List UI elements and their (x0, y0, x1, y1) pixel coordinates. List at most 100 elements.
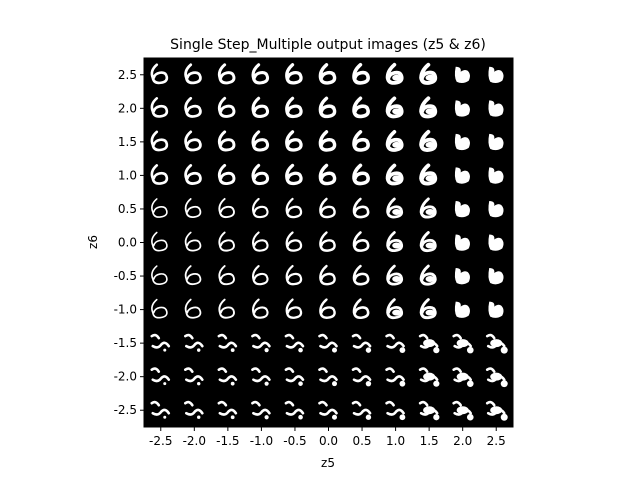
digit-image (352, 96, 370, 119)
digit-image (418, 367, 440, 387)
x-tick-label: 0.0 (319, 434, 338, 448)
digit-image (454, 301, 470, 318)
digit-image (285, 298, 303, 319)
digit-image (251, 367, 271, 386)
digit-image (284, 333, 305, 353)
digit-image (454, 268, 470, 285)
digit-image (419, 231, 437, 253)
digit-image (251, 63, 270, 85)
x-tick-label: 2.5 (487, 434, 506, 448)
digit-image (150, 333, 171, 352)
digit-image (318, 333, 338, 353)
digit-image (352, 130, 370, 152)
digit-image (184, 367, 204, 386)
image-grid (150, 62, 508, 421)
y-tick-label: -0.5 (114, 269, 137, 283)
digit-image (151, 198, 168, 218)
x-tick-label: -0.5 (283, 434, 306, 448)
digit-image (151, 265, 168, 285)
digit-image (284, 367, 305, 386)
digit-image (150, 63, 169, 85)
digit-image (488, 301, 504, 318)
digit-image (285, 63, 303, 85)
digit-image (454, 200, 470, 218)
digit-image (217, 367, 238, 386)
x-axis-label: z5 (321, 456, 335, 470)
digit-image (319, 264, 336, 286)
digit-image (184, 96, 202, 118)
digit-image (217, 400, 238, 420)
digit-image (386, 264, 404, 286)
y-tick-label: -2.5 (114, 403, 137, 417)
y-tick-label: 2.0 (118, 101, 137, 115)
digit-image (218, 231, 235, 252)
y-tick-label: 2.5 (118, 68, 137, 82)
digit-image (454, 133, 470, 151)
digit-image (285, 163, 303, 186)
plot-area (144, 58, 513, 427)
digit-image (318, 63, 337, 85)
digit-image (485, 400, 508, 421)
digit-image (488, 100, 504, 117)
digit-image (352, 231, 370, 252)
digit-image (217, 333, 238, 353)
digit-image (419, 129, 438, 152)
y-tick-label: 1.5 (118, 135, 137, 149)
digit-image (318, 163, 337, 186)
digit-image (418, 400, 440, 421)
digit-image (485, 367, 508, 388)
digit-image (419, 197, 437, 219)
digit-image (385, 96, 404, 119)
x-tick-label: -2.0 (183, 434, 206, 448)
y-axis-label: z6 (86, 235, 100, 249)
digit-image (150, 97, 169, 118)
digit-image (385, 400, 406, 421)
digit-image (385, 62, 404, 85)
digit-image (184, 400, 204, 419)
digit-image (386, 298, 404, 320)
digit-image (218, 197, 235, 219)
y-axis: 2.5 2.0 1.5 1.0 0.5 0.0 -0.5 -1.0 -1.5 -2.0 -2.5 (114, 68, 144, 417)
digit-image (251, 96, 270, 118)
digit-image (217, 130, 236, 152)
digit-image (351, 367, 372, 387)
y-tick-label: -1.0 (114, 303, 137, 317)
digit-image (318, 130, 337, 152)
digit-image (284, 400, 305, 420)
digit-image (150, 164, 169, 185)
digit-image (150, 130, 169, 152)
digit-image (385, 333, 406, 354)
x-axis: -2.5 -2.0 -1.5 -1.0 -0.5 0.0 0.5 1.0 1.5 2.0 2.5 (149, 427, 506, 448)
digit-image (251, 400, 271, 420)
digit-image (252, 298, 269, 319)
x-tick-label: 1.0 (386, 434, 405, 448)
digit-image (251, 163, 270, 186)
x-tick-label: -1.0 (250, 434, 273, 448)
digit-image (285, 130, 303, 152)
digit-image (184, 265, 202, 286)
x-tick-label: -2.5 (149, 434, 172, 448)
digit-image (352, 264, 370, 286)
digit-image (217, 63, 236, 85)
digit-image (488, 66, 504, 84)
digit-image (151, 231, 168, 252)
x-tick-label: 1.5 (420, 434, 439, 448)
digit-image (352, 62, 370, 85)
y-tick-label: 0.5 (118, 202, 137, 216)
digit-image (184, 130, 202, 152)
digit-image (452, 400, 474, 421)
digit-image (385, 130, 404, 152)
digit-image (488, 200, 504, 218)
digit-image (218, 298, 235, 319)
digit-image (252, 197, 269, 219)
digit-image (151, 298, 168, 319)
digit-image (318, 367, 338, 387)
digit-image (452, 367, 474, 387)
x-tick-label: 2.0 (453, 434, 472, 448)
y-tick-label: -1.5 (114, 336, 137, 350)
digit-image (351, 400, 372, 420)
digit-image (184, 63, 202, 85)
digit-image (452, 333, 474, 354)
digit-image (419, 264, 437, 286)
